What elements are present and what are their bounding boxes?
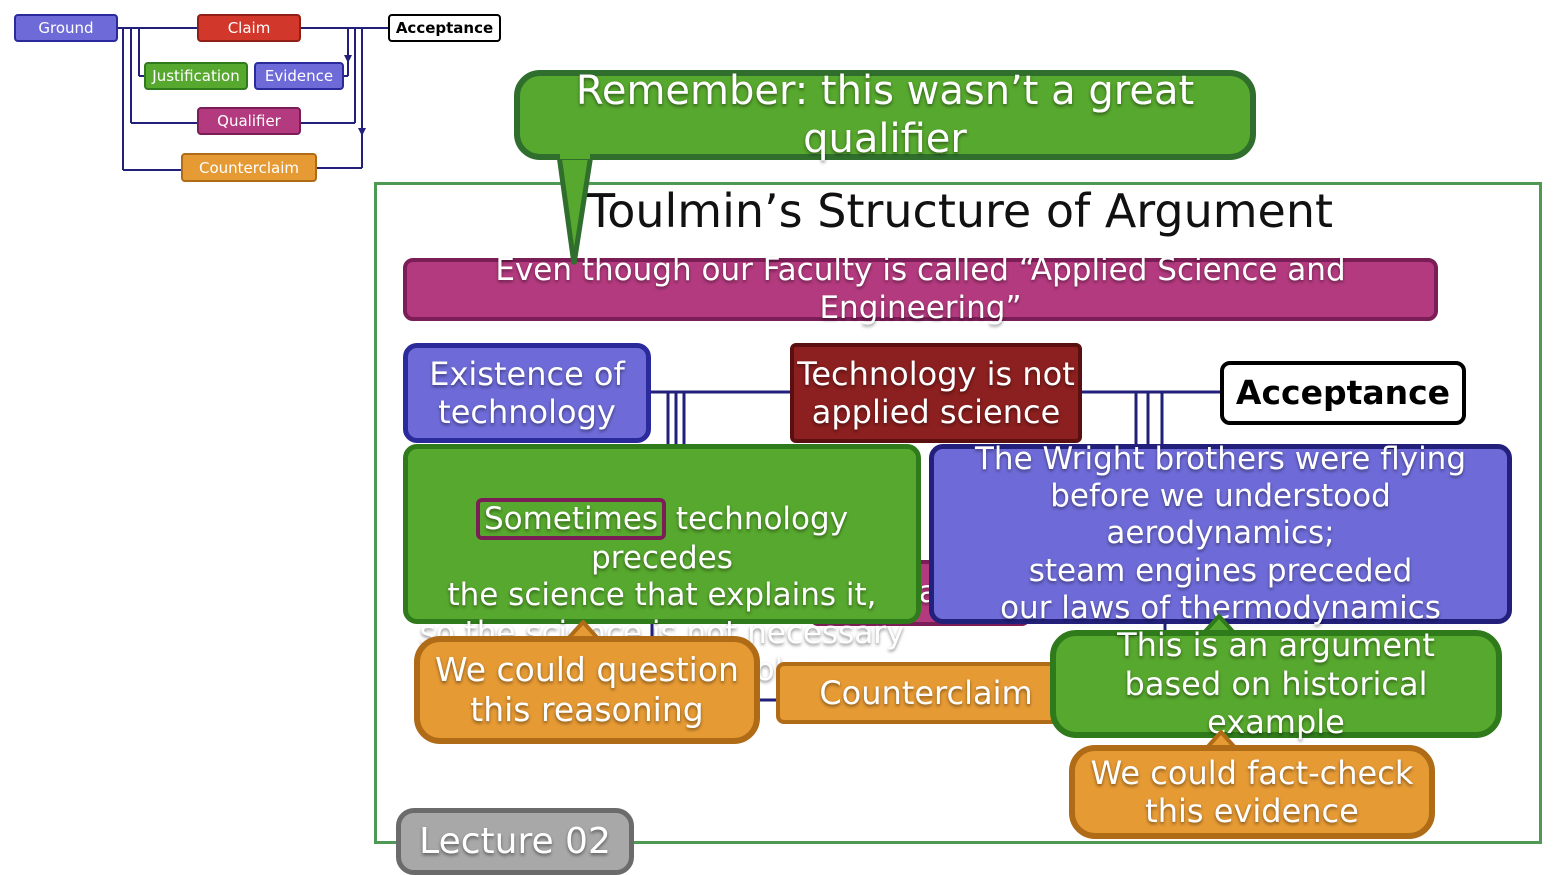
claim-node: Technology is not applied science <box>790 343 1082 443</box>
slide-frame <box>374 182 1542 844</box>
acceptance-node: Acceptance <box>1220 361 1466 425</box>
qualifier-statement: Even though our Faculty is called “Appli… <box>403 252 1438 326</box>
evidence-node: The Wright brothers were flying before w… <box>929 441 1512 626</box>
historical-example-callout: This is an argument based on historical … <box>1050 626 1502 741</box>
lecture-label: Lecture 02 <box>396 808 634 875</box>
remember-callout-tail <box>555 148 595 265</box>
mini-acceptance-node: Acceptance <box>388 14 501 42</box>
mini-counterclaim-node: Counterclaim <box>181 153 317 182</box>
sometimes-highlight: Sometimes <box>475 498 667 541</box>
mini-diagram-connectors <box>117 27 388 171</box>
remember-callout-tail-cover <box>560 145 590 159</box>
fact-check-callout: We could fact-check this evidence <box>1069 745 1435 839</box>
question-reasoning-callout: We could question this reasoning <box>414 636 760 744</box>
mini-qualifier-node: Qualifier <box>197 107 301 135</box>
justification-node: Sometimes technology precedes the scienc… <box>403 444 921 688</box>
slide-title: Toulmin’s Structure of Argument <box>586 184 1334 238</box>
mini-justification-node: Justification <box>144 62 248 90</box>
mini-claim-node: Claim <box>197 14 301 42</box>
mini-ground-node: Ground <box>14 14 118 42</box>
counterclaim-node: Counterclaim <box>776 662 1076 724</box>
ground-node: Existence of technology <box>403 343 651 443</box>
remember-callout: Remember: this wasn’t a great qualifier <box>514 68 1256 162</box>
mini-evidence-node: Evidence <box>254 62 344 90</box>
